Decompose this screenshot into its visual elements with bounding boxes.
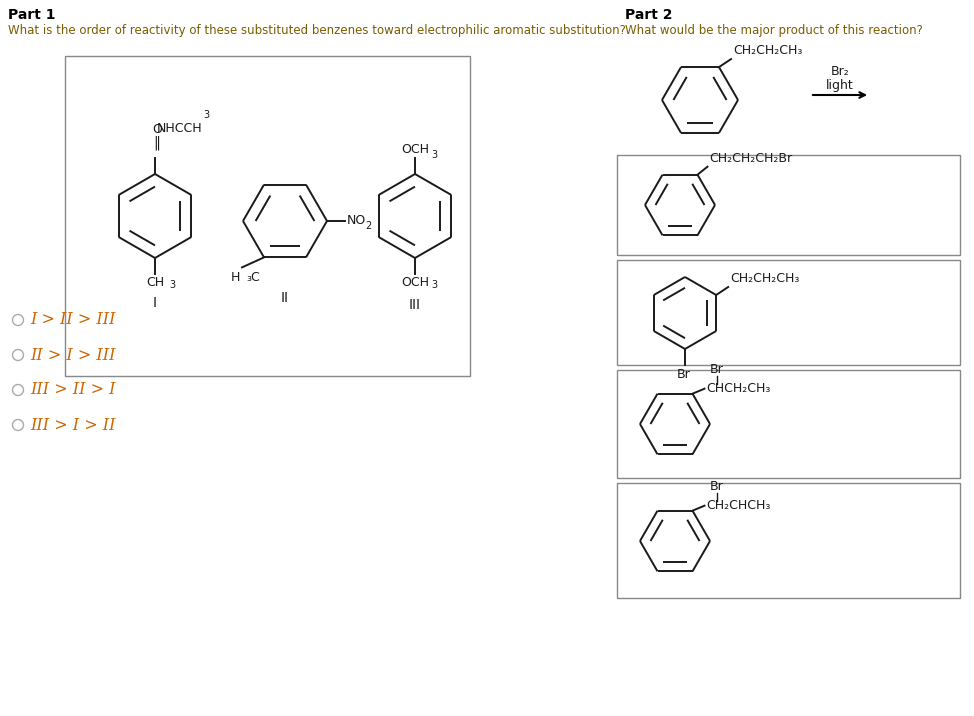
Text: I: I bbox=[153, 296, 157, 310]
Text: Br: Br bbox=[677, 368, 691, 381]
Text: CH: CH bbox=[146, 276, 164, 289]
Text: III > II > I: III > II > I bbox=[30, 382, 116, 399]
Text: Br₂: Br₂ bbox=[831, 65, 849, 78]
Text: Br: Br bbox=[710, 480, 724, 493]
Bar bbox=[617, 260, 960, 365]
Text: H: H bbox=[231, 271, 240, 284]
Text: CHCH₂CH₃: CHCH₂CH₃ bbox=[706, 382, 770, 395]
Text: ₃C: ₃C bbox=[246, 271, 260, 284]
Text: III: III bbox=[409, 298, 421, 312]
Text: What is the order of reactivity of these substituted benzenes toward electrophil: What is the order of reactivity of these… bbox=[8, 24, 626, 37]
Text: Part 1: Part 1 bbox=[8, 8, 56, 22]
Text: 3: 3 bbox=[431, 150, 437, 160]
Text: O: O bbox=[152, 123, 162, 136]
Text: ‖: ‖ bbox=[154, 136, 161, 150]
Text: CH₂CHCH₃: CH₂CHCH₃ bbox=[706, 499, 770, 512]
Text: 3: 3 bbox=[431, 280, 437, 290]
Text: III > I > II: III > I > II bbox=[30, 417, 116, 433]
Text: What would be the major product of this reaction?: What would be the major product of this … bbox=[625, 24, 923, 37]
Text: CH₂CH₂CH₃: CH₂CH₂CH₃ bbox=[730, 272, 800, 285]
Text: 3: 3 bbox=[203, 110, 209, 120]
Bar bbox=[617, 483, 960, 598]
Text: Br: Br bbox=[710, 363, 724, 376]
Text: I > II > III: I > II > III bbox=[30, 311, 116, 329]
Bar bbox=[617, 370, 960, 478]
Text: CH₂CH₂CH₂Br: CH₂CH₂CH₂Br bbox=[709, 152, 793, 165]
Text: II > I > III: II > I > III bbox=[30, 347, 116, 364]
Text: 3: 3 bbox=[169, 280, 175, 290]
Text: CH₂CH₂CH₃: CH₂CH₂CH₃ bbox=[733, 44, 803, 57]
Text: OCH: OCH bbox=[401, 276, 429, 289]
Text: OCH: OCH bbox=[401, 143, 429, 156]
Text: NHCCH: NHCCH bbox=[157, 122, 203, 135]
Text: 2: 2 bbox=[365, 221, 371, 231]
Text: Part 2: Part 2 bbox=[625, 8, 672, 22]
Text: NO: NO bbox=[347, 215, 366, 228]
Bar bbox=[65, 56, 470, 376]
Text: light: light bbox=[826, 79, 854, 92]
Bar bbox=[617, 155, 960, 255]
Text: II: II bbox=[281, 291, 289, 305]
